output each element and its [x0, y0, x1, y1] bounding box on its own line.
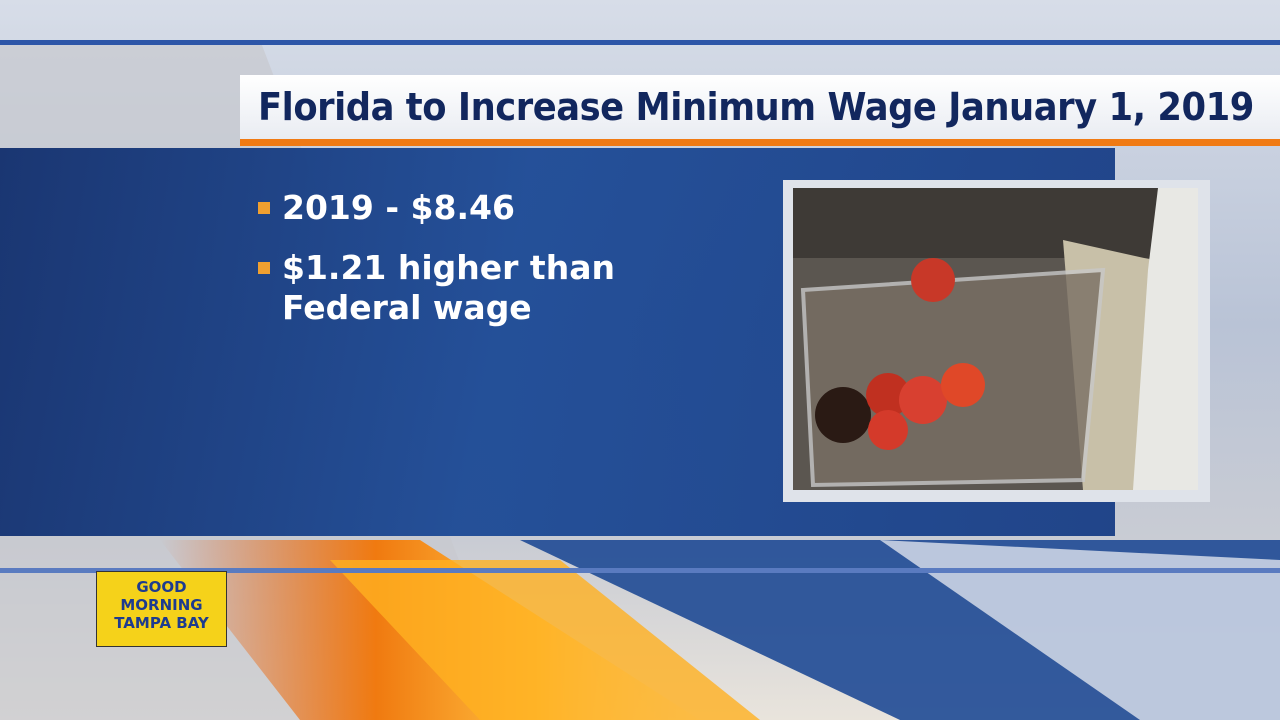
logo-line: GOOD: [136, 578, 187, 596]
bullet: 2019 - $8.46: [258, 188, 762, 228]
photo-image: [793, 188, 1198, 490]
title-bar: Florida to Increase Minimum Wage January…: [240, 75, 1280, 146]
logo-line: TAMPA BAY: [114, 614, 209, 632]
headline: Florida to Increase Minimum Wage January…: [258, 85, 1254, 129]
logo-line: MORNING: [120, 596, 203, 614]
bullet: $1.21 higher than Federal wage: [258, 248, 762, 328]
show-logo: GOOD MORNING TAMPA BAY: [96, 571, 227, 647]
photo: [783, 180, 1210, 502]
